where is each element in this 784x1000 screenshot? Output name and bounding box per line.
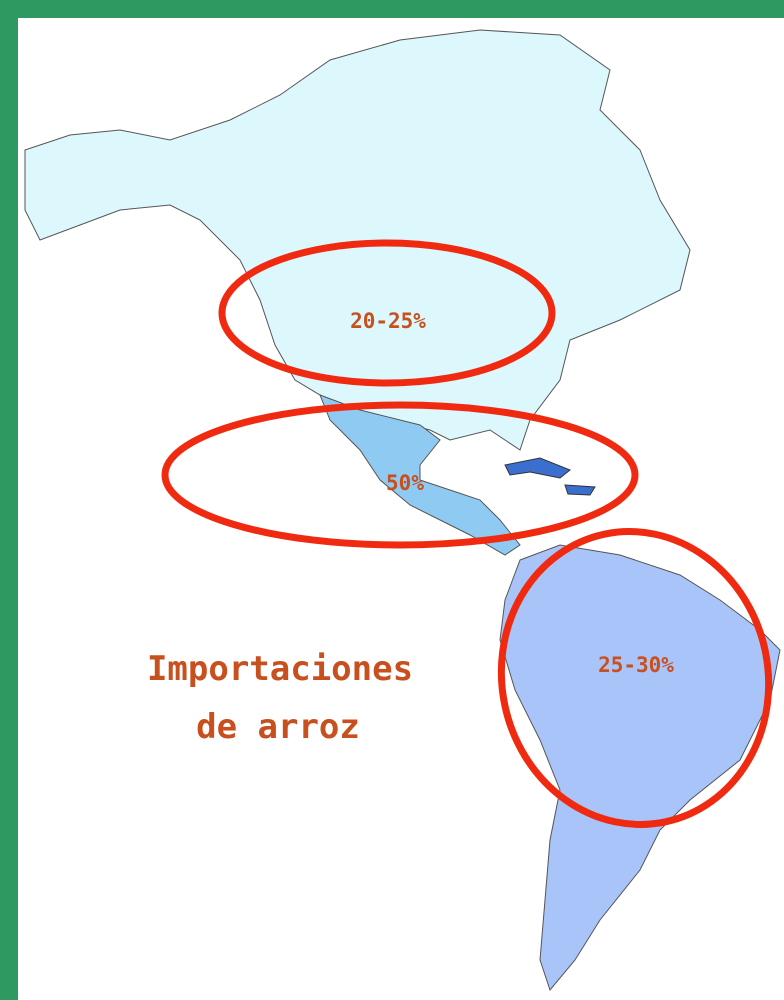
region-label: 20-25% — [350, 309, 426, 333]
region-label: 50% — [386, 471, 424, 495]
title-line: de arroz — [196, 707, 360, 747]
caribbean — [504, 457, 596, 496]
south-america — [499, 544, 781, 992]
north-america — [24, 29, 691, 451]
title-line: Importaciones — [147, 649, 413, 689]
region-label: 25-30% — [598, 653, 674, 677]
region-ring — [161, 401, 639, 549]
region-ring — [218, 239, 556, 387]
central-america — [319, 394, 521, 556]
region-ring — [497, 528, 773, 828]
